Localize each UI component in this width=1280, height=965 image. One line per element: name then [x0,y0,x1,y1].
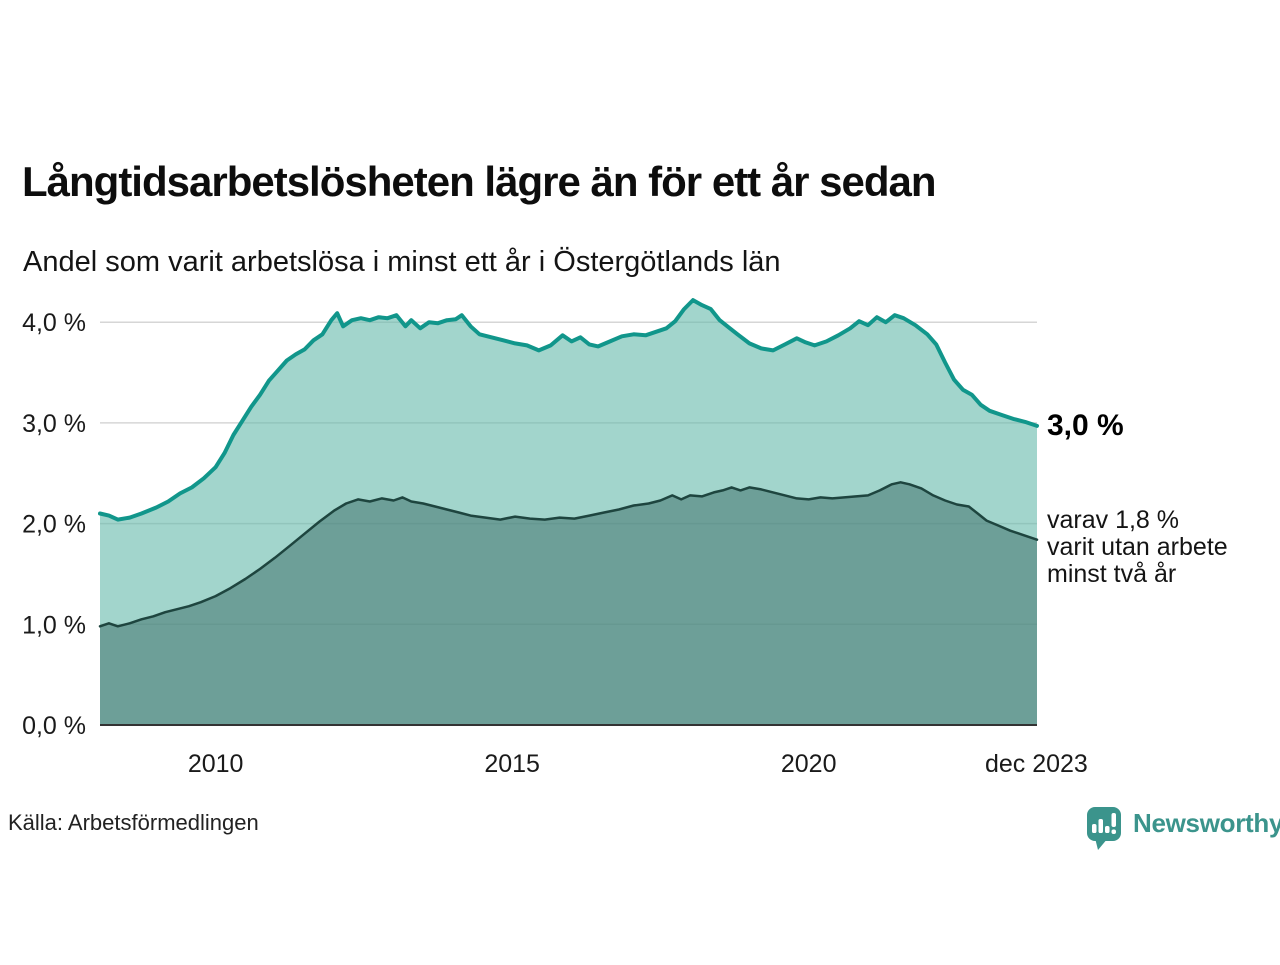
x-tick-label: 2020 [781,750,837,778]
x-tick-label: dec 2023 [985,750,1088,778]
series-end-label-line: varav 1,8 % [1047,506,1180,534]
series-line [98,481,1039,628]
source-note: Källa: Arbetsförmedlingen [8,810,259,835]
newsworthy-branding: Newsworthy [1085,803,1280,853]
series-end-label-two-years: varav 1,8 % varit utan arbete minst två … [1047,507,1228,588]
y-tick-label: 1,0 % [22,611,86,639]
x-tick-label: 2015 [484,750,540,778]
brand-name: Newsworthy [1133,808,1280,838]
series-end-label-line: minst två år [1047,560,1177,588]
x-tick-label: 2010 [188,750,244,778]
page-subtitle: Andel som varit arbetslösa i minst ett å… [23,246,781,278]
series-end-label-total: 3,0 % [1047,409,1124,442]
y-tick-label: 0,0 % [22,712,86,740]
area-fill-1 [100,482,1037,725]
series-end-label-line: varit utan arbete [1047,533,1228,561]
y-tick-label: 3,0 % [22,410,86,438]
bar-chart-speech-bubble-icon [1087,807,1121,850]
page-title: Långtidsarbetslösheten lägre än för ett … [22,158,937,206]
series-line [98,298,1039,522]
y-tick-label: 2,0 % [22,511,86,539]
y-tick-label: 4,0 % [22,309,86,337]
